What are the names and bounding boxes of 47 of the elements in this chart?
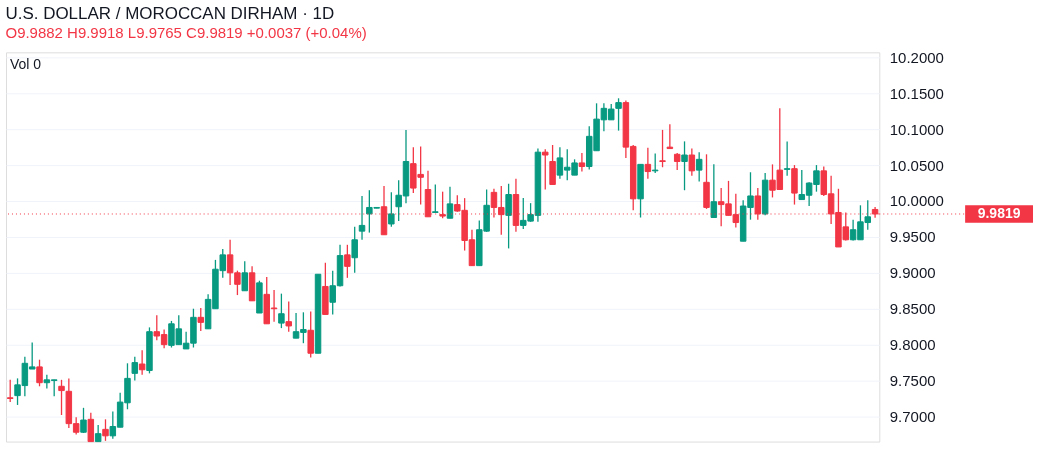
y-tick-label: 10.1000 [889,120,944,138]
candlestick [6,379,14,403]
ref-line-label: 9.9819 [977,204,1021,221]
annotation: Vol 0 [9,56,42,73]
candlestick [138,349,146,376]
y-tick-label: 9.9000 [889,264,936,282]
candlestick [651,152,659,174]
candlestick [644,147,652,180]
y-tick-label: 10.0000 [889,192,944,210]
candlestick [688,147,696,177]
y-tick-label: 9.8000 [889,336,936,354]
candlestick [695,151,703,183]
y-tick-label: 9.8500 [889,300,936,318]
chart-subtitle: O9.9882 H9.9918 L9.9765 C9.9819 +0.0037 (+0.04%) [5,24,367,42]
candlestick [432,183,439,214]
candlestick [351,226,358,274]
candlestick [666,123,674,150]
y-tick-label: 10.2000 [889,48,944,66]
candlestick [446,185,454,219]
y-tick-label: 9.7000 [889,407,936,425]
candlestick [388,191,395,228]
candlestick [549,144,556,186]
candlestick [542,148,549,191]
y-tick-label: 10.1500 [889,84,944,102]
candlestick [783,140,791,177]
candlestick [87,412,95,443]
candlestick [358,195,366,241]
candlestick [58,379,65,416]
candlestick [241,260,248,292]
candlestick [131,356,139,382]
candlestick [505,183,512,250]
candlestick [36,359,43,387]
candlestick [278,292,285,329]
candlestick [344,244,351,279]
candlestick [197,307,205,332]
candlestick [681,140,688,191]
y-tick-label: 10.0500 [889,156,944,174]
candlestick [102,418,109,442]
candlestick [307,310,314,359]
candlestick [710,163,718,219]
y-tick-label: 9.7500 [889,372,936,390]
chart-title: U.S. DOLLAR / MOROCCAN DIRHAM · 1D [5,4,335,24]
candlestick [659,129,666,168]
y-tick-label: 9.9500 [889,228,936,246]
candlestick [578,152,586,173]
candlestick [285,300,292,333]
candlestick [80,407,87,434]
